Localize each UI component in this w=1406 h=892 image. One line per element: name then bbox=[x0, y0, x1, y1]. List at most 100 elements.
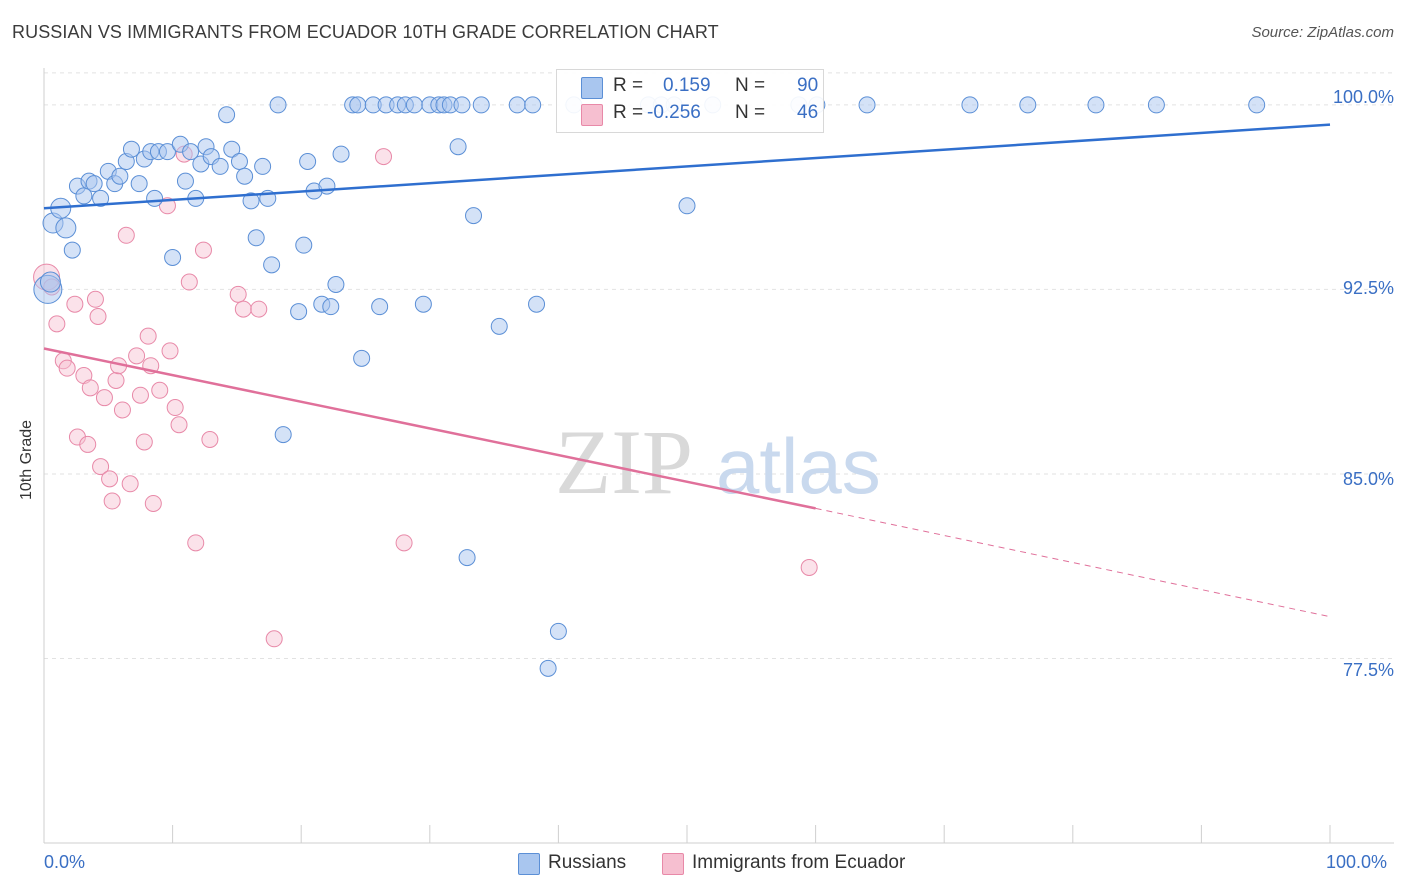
ecuador-point bbox=[81, 379, 99, 397]
ecuador-point bbox=[194, 241, 212, 259]
russian-point bbox=[158, 143, 176, 161]
ecuador-trend-extension bbox=[815, 507, 1331, 618]
russian-point bbox=[349, 96, 367, 114]
ecuador-r-value: -0.256 bbox=[647, 102, 701, 123]
russian-point bbox=[242, 192, 260, 210]
russian-point bbox=[130, 175, 148, 193]
chart-title: RUSSIAN VS IMMIGRANTS FROM ECUADOR 10TH … bbox=[12, 22, 719, 42]
russian-point bbox=[1087, 96, 1105, 114]
ecuador-point bbox=[131, 386, 149, 404]
n-label: N = bbox=[735, 75, 766, 96]
russians-legend-swatch bbox=[518, 853, 540, 875]
russian-point bbox=[472, 96, 490, 114]
russian-point bbox=[182, 143, 200, 161]
ecuador-point bbox=[166, 399, 184, 417]
russian-point bbox=[1147, 96, 1165, 114]
watermark-atlas: atlas bbox=[716, 422, 881, 510]
ecuador-point bbox=[229, 285, 247, 303]
ecuador-point bbox=[144, 494, 162, 512]
russian-point bbox=[164, 248, 182, 266]
russian-point bbox=[254, 157, 272, 175]
russian-point bbox=[223, 140, 241, 158]
russian-point bbox=[453, 96, 471, 114]
russian-point bbox=[858, 96, 876, 114]
russian-point bbox=[218, 106, 236, 124]
ecuador-point bbox=[135, 433, 153, 451]
russian-point bbox=[327, 276, 345, 294]
y-axis-label: 10th Grade bbox=[18, 419, 35, 500]
russian-point bbox=[269, 96, 287, 114]
russian-point bbox=[1019, 96, 1037, 114]
russian-point bbox=[290, 303, 308, 321]
russian-point bbox=[508, 96, 526, 114]
y-tick-label-92-5: 92.5% bbox=[1342, 278, 1394, 298]
y-tick-label-100: 100.0% bbox=[1332, 87, 1394, 107]
ecuador-point bbox=[92, 458, 110, 476]
watermark: ZIP atlas bbox=[555, 411, 881, 513]
russian-point bbox=[524, 96, 542, 114]
ecuador-point bbox=[250, 300, 268, 318]
ecuador-point bbox=[151, 381, 169, 399]
russian-point bbox=[322, 298, 340, 316]
russian-point bbox=[122, 140, 140, 158]
russian-point bbox=[539, 659, 557, 677]
ecuador-point bbox=[170, 416, 188, 434]
y-tick-label-85: 85.0% bbox=[1342, 469, 1394, 489]
ecuador-point bbox=[161, 342, 179, 360]
ecuador-point bbox=[66, 295, 84, 313]
ecuador-point bbox=[395, 534, 413, 552]
ecuador-point bbox=[128, 347, 146, 365]
ecuador-point bbox=[375, 148, 393, 166]
russian-point bbox=[449, 138, 467, 156]
russian-point bbox=[55, 217, 77, 239]
ecuador-point bbox=[265, 630, 283, 648]
watermark-zip: ZIP bbox=[555, 411, 693, 513]
russian-point bbox=[549, 622, 567, 640]
ecuador-point bbox=[79, 435, 97, 453]
ecuador-point bbox=[121, 475, 139, 493]
russian-point bbox=[63, 241, 81, 259]
ecuador-point bbox=[89, 307, 107, 325]
russian-point bbox=[318, 177, 336, 195]
ecuador-point bbox=[201, 431, 219, 449]
ecuador-point bbox=[800, 558, 818, 576]
russian-point bbox=[458, 549, 476, 567]
ecuador-point bbox=[103, 492, 121, 510]
russian-point bbox=[678, 197, 696, 215]
russian-point bbox=[353, 349, 371, 367]
ecuador-point bbox=[113, 401, 131, 419]
axes bbox=[43, 68, 1394, 844]
russian-point bbox=[111, 167, 129, 185]
russians-swatch bbox=[581, 77, 603, 99]
russian-point bbox=[371, 298, 389, 316]
x-tick-label-min: 0.0% bbox=[44, 852, 86, 872]
ecuador-legend-label: Immigrants from Ecuador bbox=[692, 852, 906, 873]
x-tick-label-max: 100.0% bbox=[1326, 852, 1388, 872]
n-label: N = bbox=[735, 102, 766, 123]
russian-point bbox=[1248, 96, 1266, 114]
russian-point bbox=[146, 189, 164, 207]
russians-trend-line bbox=[43, 123, 1331, 210]
russian-points bbox=[33, 96, 1266, 677]
russian-point bbox=[528, 295, 546, 313]
russian-point bbox=[263, 256, 281, 274]
russian-point bbox=[176, 172, 194, 190]
ecuador-legend-swatch bbox=[662, 853, 684, 875]
ecuador-n-value: 46 bbox=[797, 102, 819, 123]
ecuador-swatch bbox=[581, 104, 603, 126]
ecuador-point bbox=[48, 315, 66, 333]
ecuador-point bbox=[234, 300, 252, 318]
ecuador-point bbox=[86, 290, 104, 308]
russian-point bbox=[490, 317, 508, 335]
ecuador-point bbox=[95, 389, 113, 407]
ecuador-point bbox=[139, 327, 157, 345]
r-label: R = bbox=[613, 102, 644, 123]
y-tick-label-77-5: 77.5% bbox=[1342, 660, 1394, 680]
ecuador-point bbox=[107, 371, 125, 389]
ecuador-points bbox=[33, 145, 818, 648]
russian-point bbox=[211, 157, 229, 175]
ecuador-point bbox=[158, 197, 176, 215]
russian-point bbox=[247, 229, 265, 247]
russian-point bbox=[274, 426, 292, 444]
